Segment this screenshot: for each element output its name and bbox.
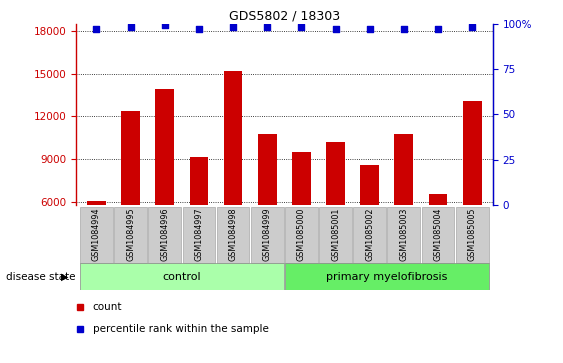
Bar — [121, 111, 140, 205]
Bar — [292, 152, 311, 205]
Bar — [114, 207, 147, 263]
Text: GSM1085002: GSM1085002 — [365, 207, 374, 261]
Text: GSM1084998: GSM1084998 — [229, 207, 238, 261]
Bar — [182, 207, 215, 263]
Text: GSM1084996: GSM1084996 — [160, 207, 169, 261]
Point — [126, 24, 135, 30]
Bar — [217, 207, 249, 263]
Point — [331, 26, 340, 32]
Bar — [326, 142, 345, 205]
Text: GSM1084995: GSM1084995 — [126, 207, 135, 261]
Bar — [87, 201, 106, 205]
Point — [434, 26, 443, 32]
Bar — [395, 134, 413, 205]
Bar — [80, 263, 284, 290]
Point — [263, 24, 272, 30]
Bar — [422, 207, 454, 263]
Text: GSM1085001: GSM1085001 — [331, 207, 340, 261]
Bar — [428, 194, 448, 205]
Bar — [360, 165, 379, 205]
Text: GSM1085004: GSM1085004 — [434, 207, 443, 261]
Point — [160, 23, 169, 28]
Text: primary myelofibrosis: primary myelofibrosis — [326, 272, 448, 282]
Bar — [251, 207, 284, 263]
Text: control: control — [163, 272, 201, 282]
Bar — [285, 207, 318, 263]
Bar — [285, 263, 489, 290]
Text: ▶: ▶ — [61, 272, 69, 282]
Text: GSM1084997: GSM1084997 — [194, 207, 203, 261]
Text: GSM1085003: GSM1085003 — [399, 207, 408, 261]
Title: GDS5802 / 18303: GDS5802 / 18303 — [229, 9, 340, 23]
Bar — [224, 71, 243, 205]
Bar — [149, 207, 181, 263]
Bar — [354, 207, 386, 263]
Bar — [190, 156, 208, 205]
Text: disease state: disease state — [6, 272, 75, 282]
Bar — [463, 101, 481, 205]
Point — [365, 26, 374, 32]
Point — [468, 24, 477, 30]
Point — [399, 26, 408, 32]
Text: GSM1084999: GSM1084999 — [263, 207, 272, 261]
Bar — [155, 89, 174, 205]
Bar — [80, 207, 113, 263]
Bar — [455, 207, 489, 263]
Text: count: count — [93, 302, 122, 312]
Bar — [319, 207, 352, 263]
Point — [229, 24, 238, 30]
Point — [92, 26, 101, 32]
Bar — [387, 207, 420, 263]
Text: percentile rank within the sample: percentile rank within the sample — [93, 324, 269, 334]
Point — [194, 26, 203, 32]
Bar — [258, 134, 276, 205]
Text: GSM1085005: GSM1085005 — [468, 207, 477, 261]
Text: GSM1085000: GSM1085000 — [297, 207, 306, 261]
Point — [297, 24, 306, 30]
Text: GSM1084994: GSM1084994 — [92, 207, 101, 261]
